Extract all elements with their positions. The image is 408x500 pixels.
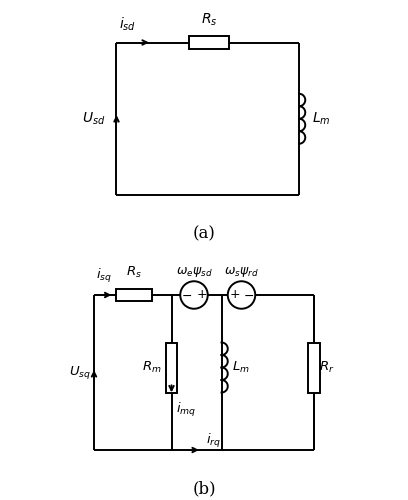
Text: (b): (b) bbox=[192, 480, 216, 498]
Bar bbox=[166, 342, 177, 392]
Text: (a): (a) bbox=[193, 226, 215, 242]
Text: $-$: $-$ bbox=[243, 288, 254, 302]
Text: $i_{sd}$: $i_{sd}$ bbox=[119, 15, 136, 32]
Bar bbox=[189, 36, 229, 49]
Text: $R_r$: $R_r$ bbox=[319, 360, 335, 375]
Bar bbox=[308, 342, 319, 392]
Circle shape bbox=[228, 281, 255, 308]
Text: $L_m$: $L_m$ bbox=[231, 360, 249, 375]
Circle shape bbox=[180, 281, 208, 308]
Bar bbox=[117, 289, 151, 301]
Text: $R_s$: $R_s$ bbox=[126, 265, 142, 280]
Text: $\omega_s\psi_{rd}$: $\omega_s\psi_{rd}$ bbox=[224, 265, 259, 279]
Text: $i_{sq}$: $i_{sq}$ bbox=[97, 267, 113, 285]
Text: $\omega_e\psi_{sd}$: $\omega_e\psi_{sd}$ bbox=[176, 265, 212, 279]
Text: $U_{sq}$: $U_{sq}$ bbox=[69, 364, 91, 381]
Text: $R_m$: $R_m$ bbox=[142, 360, 161, 375]
Text: $i_{mq}$: $i_{mq}$ bbox=[177, 401, 197, 419]
Text: $L_m$: $L_m$ bbox=[311, 110, 330, 127]
Text: $-$: $-$ bbox=[181, 288, 193, 302]
Text: $i_{rq}$: $i_{rq}$ bbox=[206, 432, 222, 450]
Text: $+$: $+$ bbox=[195, 288, 207, 302]
Text: $R_s$: $R_s$ bbox=[201, 11, 217, 28]
Text: $U_{sd}$: $U_{sd}$ bbox=[82, 110, 106, 127]
Text: $+$: $+$ bbox=[229, 288, 240, 302]
